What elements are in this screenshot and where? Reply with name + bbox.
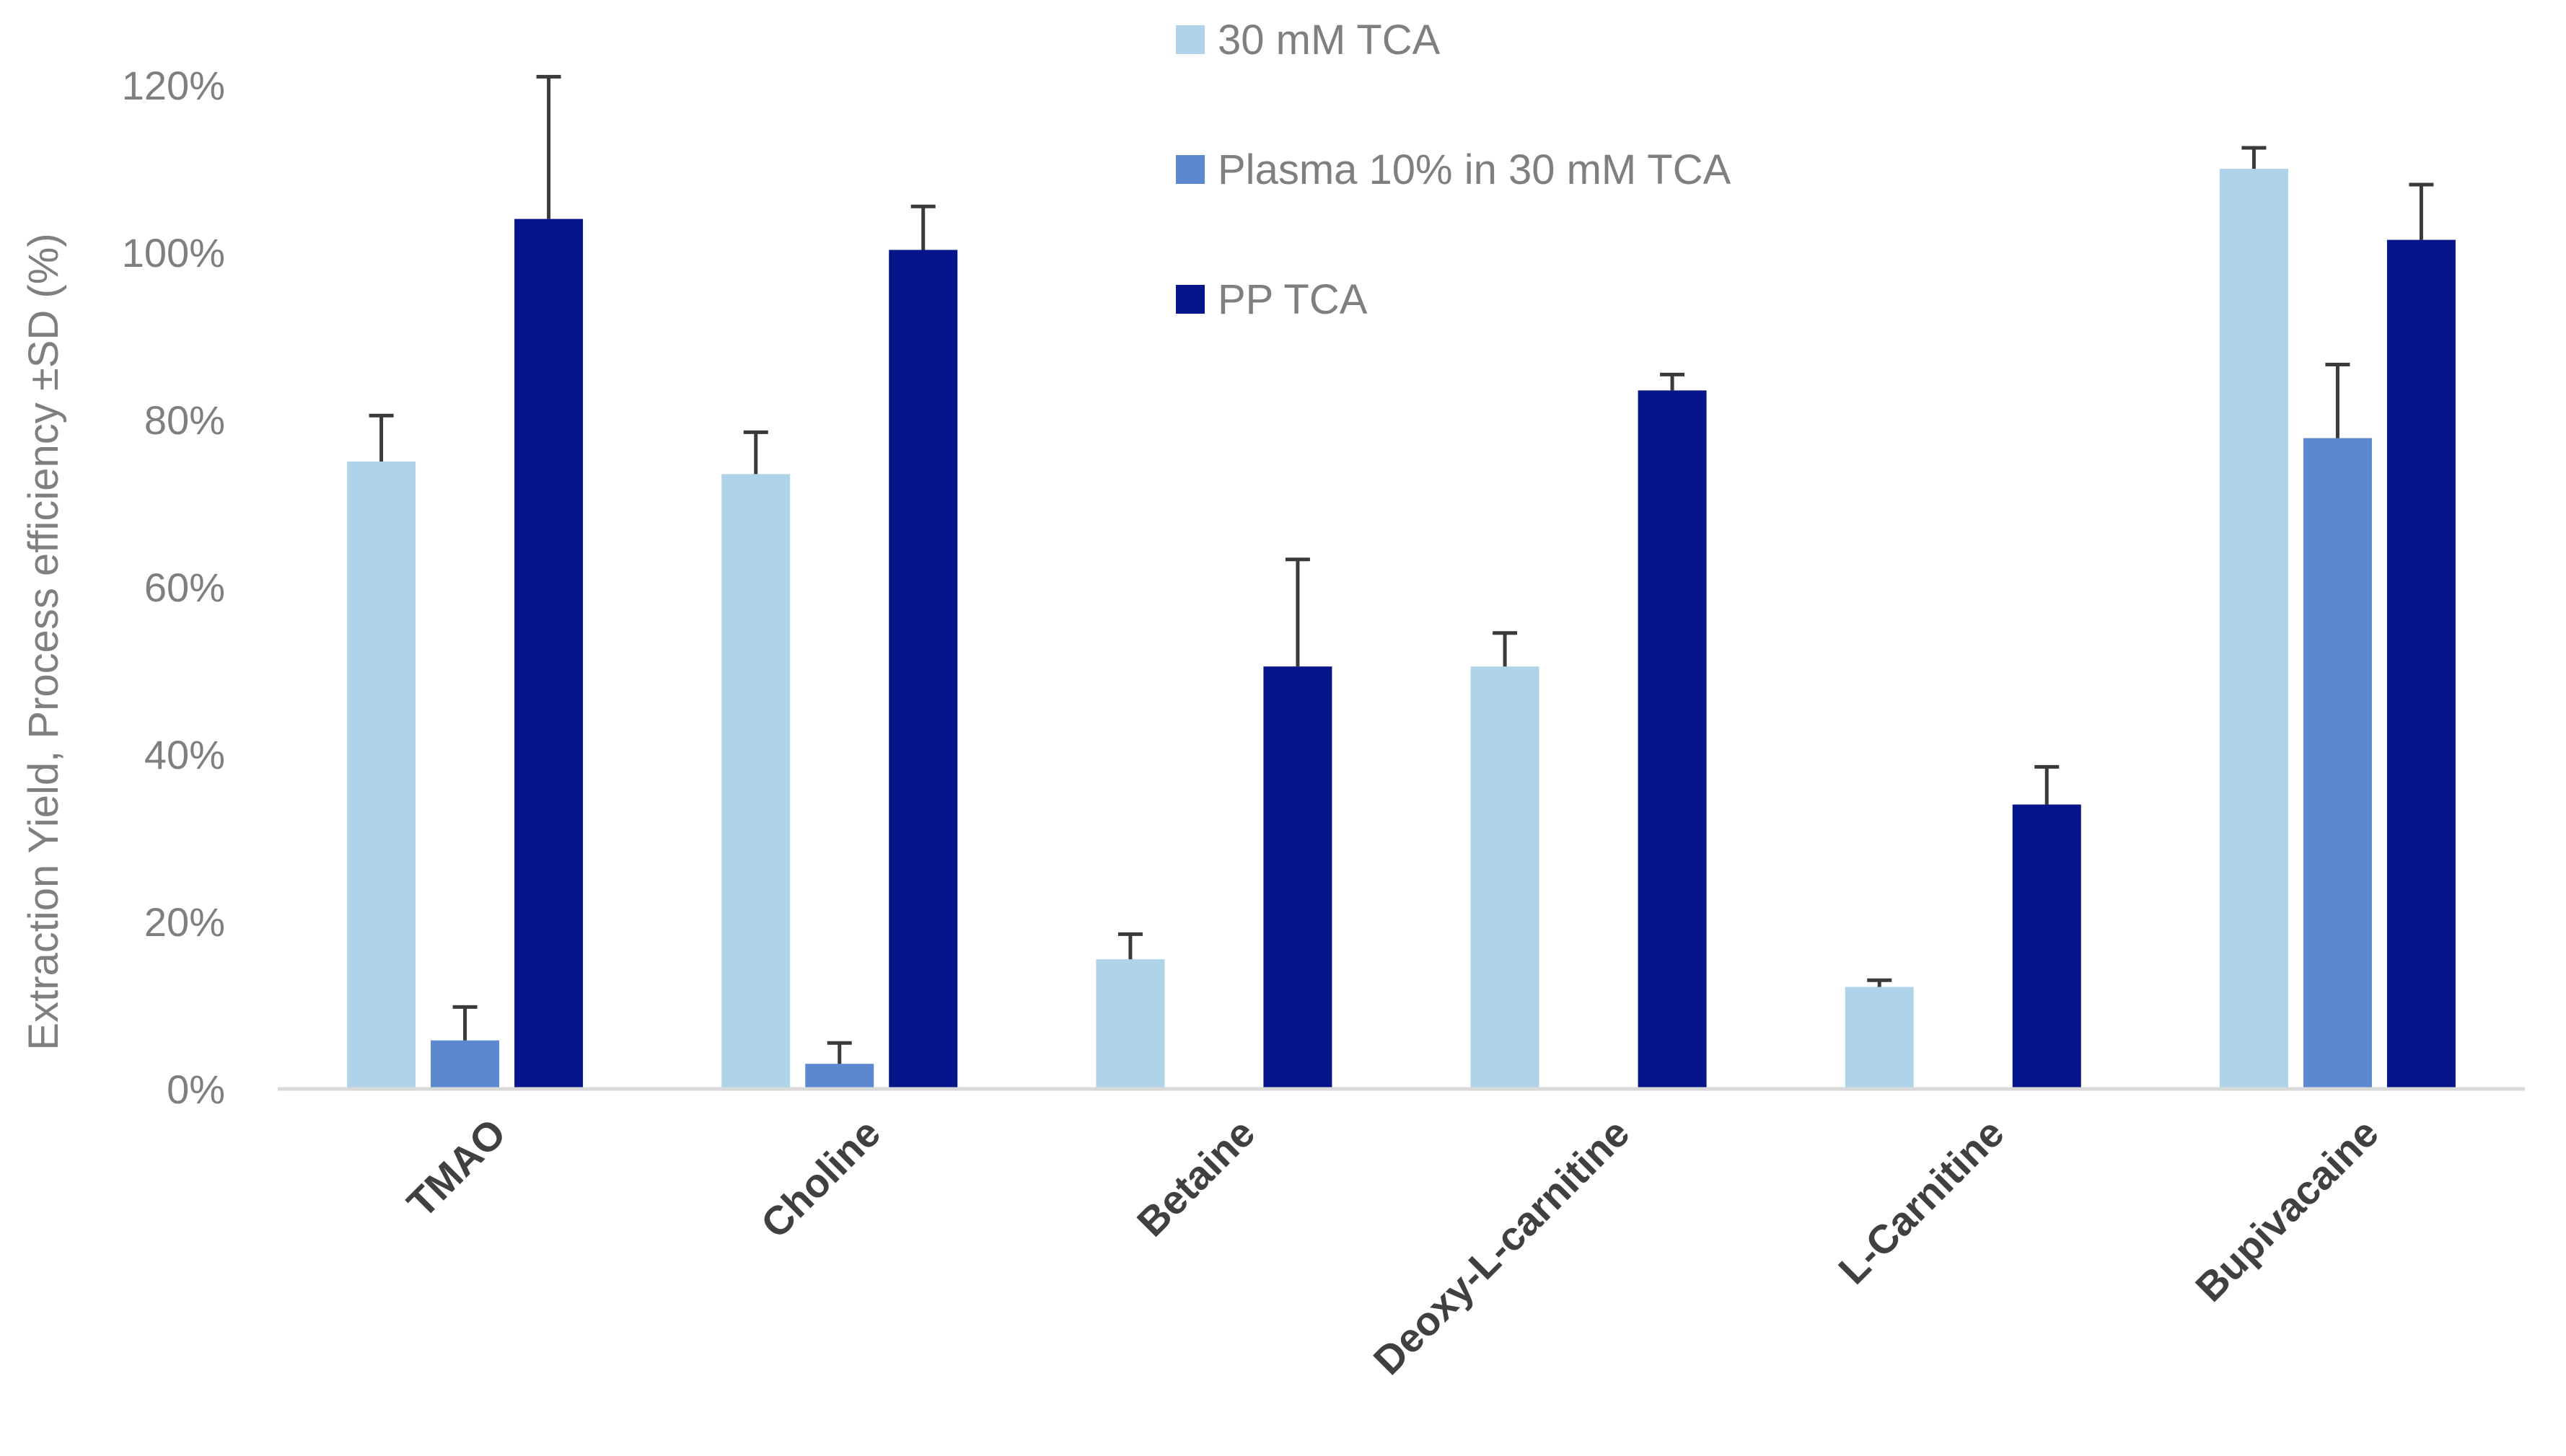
y-tick-label: 40% (144, 732, 225, 777)
y-tick-label: 60% (144, 565, 225, 610)
bar (2219, 169, 2288, 1089)
error-bar (910, 204, 936, 250)
error-bar (2409, 182, 2434, 240)
error-bar (743, 430, 768, 475)
y-axis-label: Extraction Yield, Process efficiency ±SD… (20, 233, 67, 1050)
error-bar (369, 413, 394, 462)
bar (889, 250, 958, 1089)
legend-swatch (1176, 285, 1205, 314)
error-bar (827, 1041, 852, 1064)
legend-entry: 30 mM TCA (1218, 17, 1441, 63)
bar (721, 474, 791, 1089)
bar (2386, 239, 2456, 1090)
legend: 30 mM TCA Plasma 10% in 30 mM TCA PP TCA (1176, 17, 1731, 323)
error-bar (2241, 146, 2267, 169)
error-bar (1117, 932, 1143, 960)
error-bar (2034, 764, 2060, 805)
error-bar (1285, 557, 1310, 667)
bar (1845, 987, 1914, 1089)
legend-entry: PP TCA (1218, 276, 1368, 323)
y-tick-label: 120% (122, 63, 225, 108)
error-bar (1493, 631, 1518, 667)
x-tick-label: TMAO (398, 1110, 514, 1226)
x-tick-label: Betaine (1128, 1110, 1264, 1245)
bar (431, 1040, 500, 1089)
legend-swatch (1176, 155, 1205, 184)
bar (1263, 666, 1332, 1089)
category-labels: TMAO Choline Betaine Deoxy-L-carnitine L-Car… (398, 1110, 2387, 1383)
bar (1638, 390, 1707, 1089)
bar (1470, 666, 1539, 1089)
y-axis-ticks: 0% 20% 40% 60% 80% 100% 120% (122, 63, 225, 1112)
error-bar (452, 1005, 478, 1041)
bar (805, 1064, 874, 1089)
bar (1096, 959, 1165, 1089)
y-tick-label: 20% (144, 899, 225, 945)
error-bar (2325, 362, 2350, 438)
y-tick-label: 0% (167, 1067, 225, 1112)
y-tick-label: 100% (122, 230, 225, 275)
error-bar (1660, 372, 1685, 391)
bar (2303, 438, 2372, 1089)
legend-swatch (1176, 25, 1205, 54)
x-tick-label: Bupivacaine (2187, 1110, 2387, 1310)
bar (347, 462, 416, 1089)
legend-entry: Plasma 10% in 30 mM TCA (1218, 146, 1731, 193)
x-tick-label: Choline (752, 1110, 889, 1247)
error-bar (1867, 978, 1892, 987)
x-tick-label: Deoxy-L-carnitine (1365, 1110, 1638, 1383)
bar (2012, 804, 2081, 1089)
error-bar (536, 74, 561, 219)
bar (514, 219, 584, 1090)
x-tick-label: L-Carnitine (1829, 1110, 2013, 1293)
bars (347, 74, 2456, 1090)
y-tick-label: 80% (144, 397, 225, 443)
